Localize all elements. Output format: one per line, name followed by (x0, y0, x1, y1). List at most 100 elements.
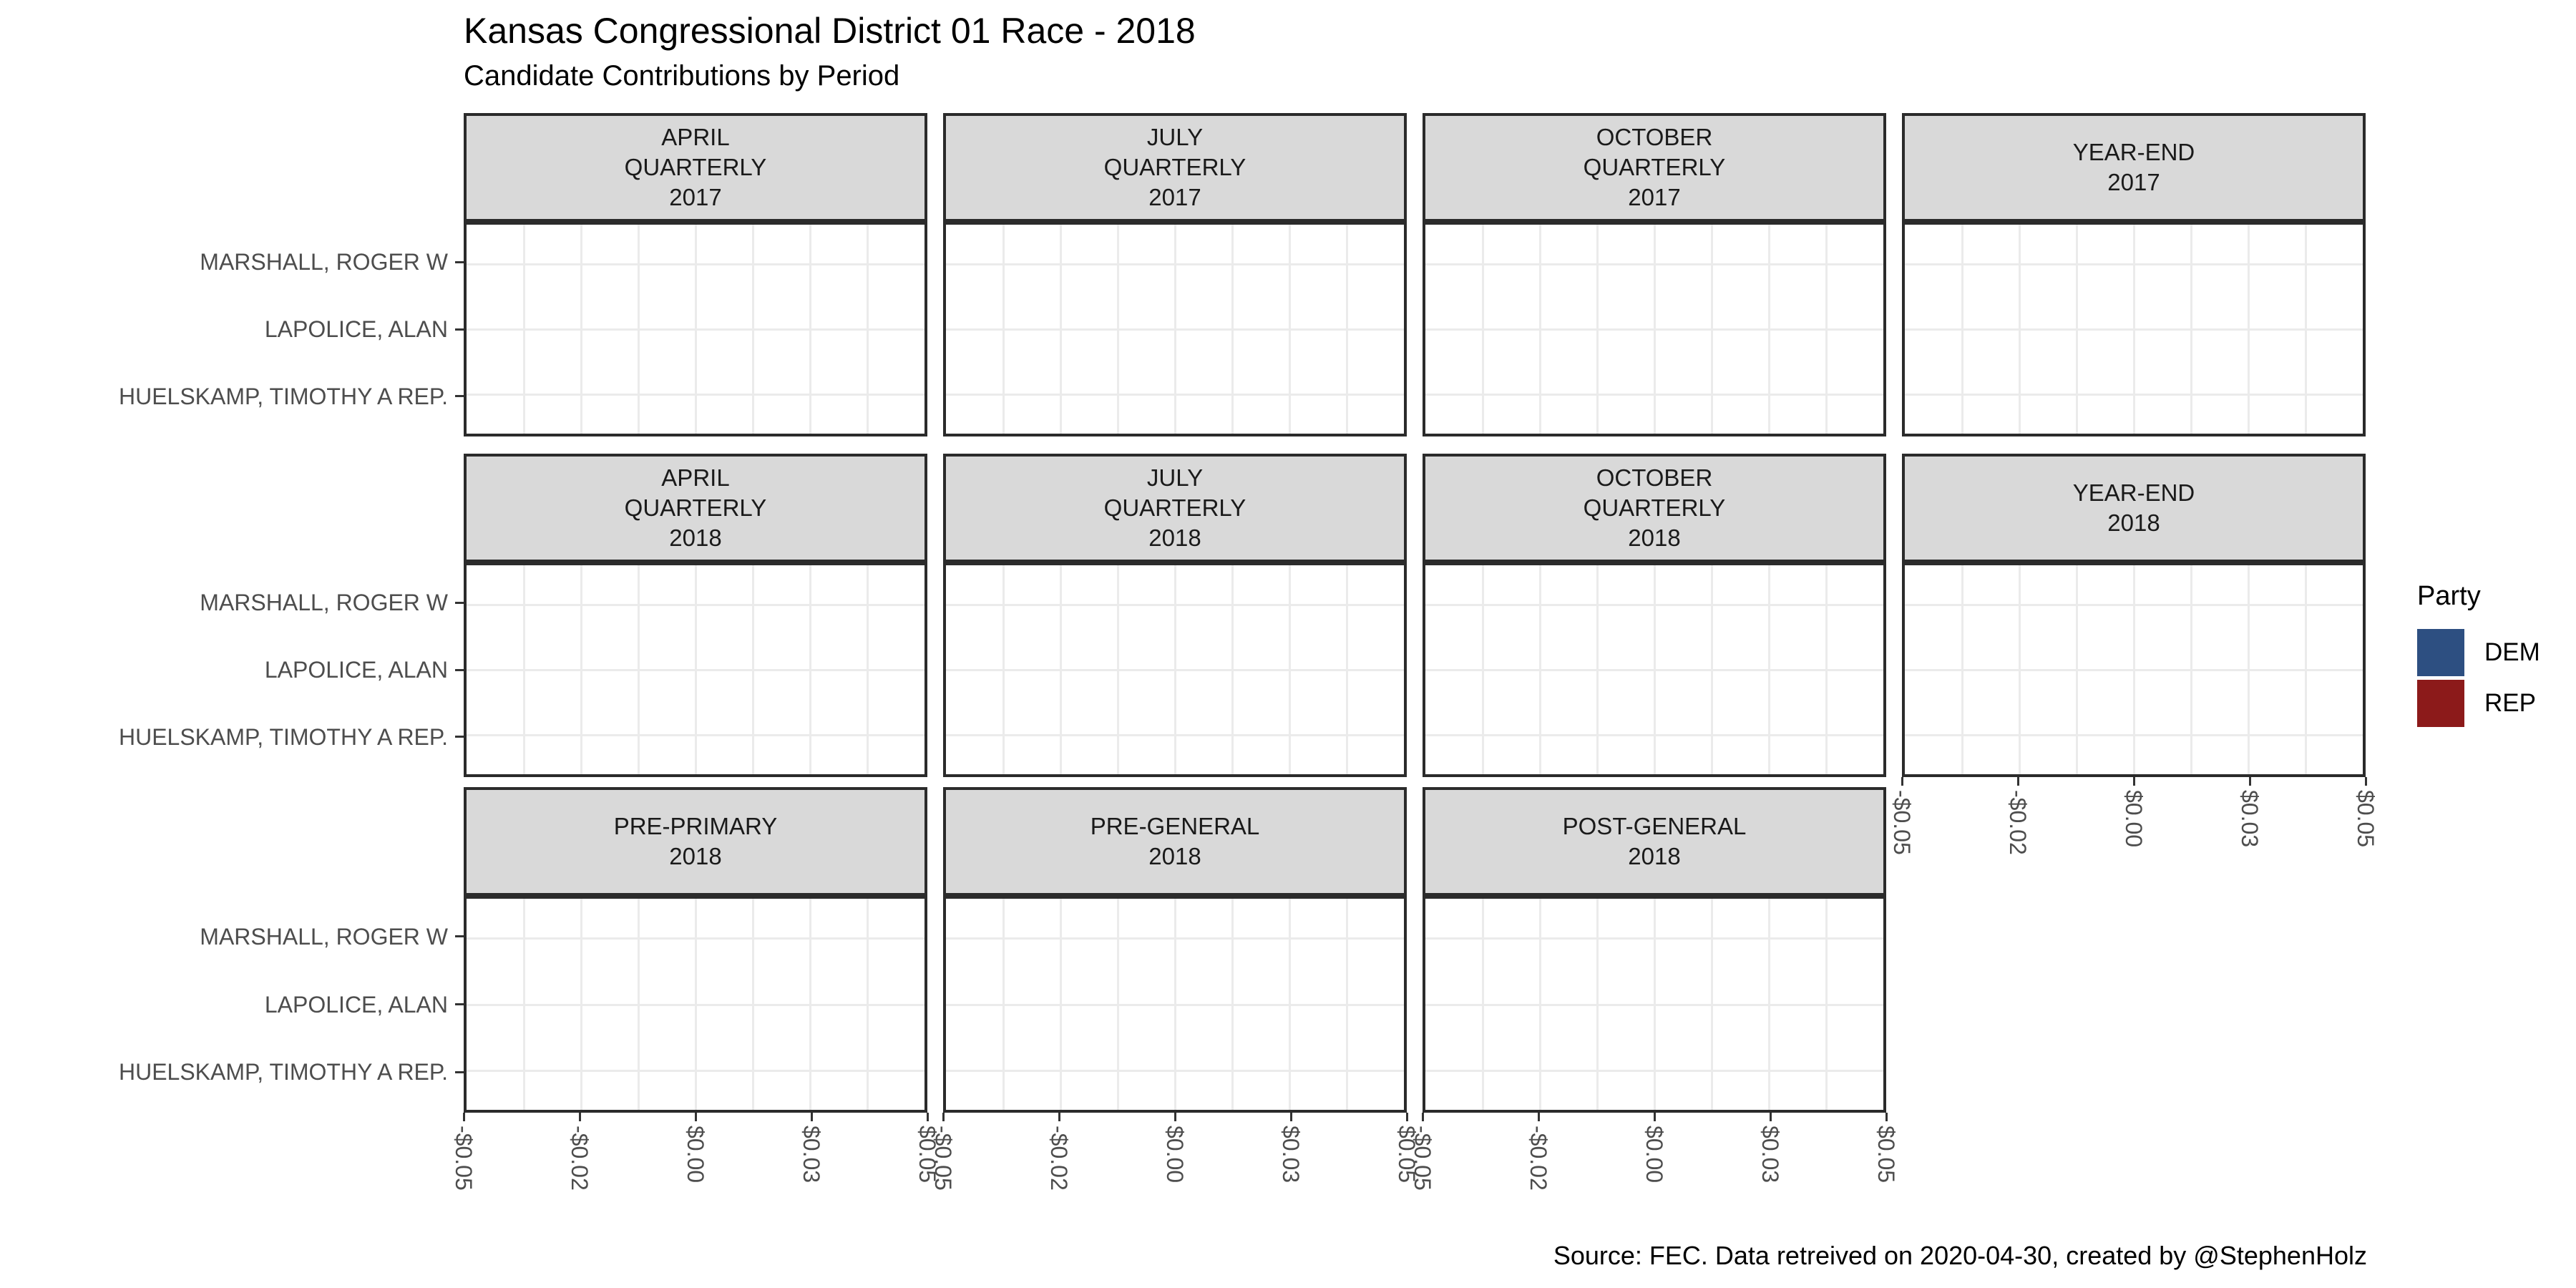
x-axis-tick (1885, 1113, 1888, 1121)
facet-strip: JULY QUARTERLY 2018 (943, 454, 1407, 562)
y-axis-tick (455, 260, 464, 263)
gridline-horizontal (946, 937, 1404, 940)
y-axis-tick (455, 1003, 464, 1005)
legend-entry-rep: REP (2417, 680, 2540, 727)
x-axis-tick-label: $0.05 (914, 1126, 940, 1184)
x-axis-tick (1537, 1113, 1540, 1121)
x-axis-tick-label: -$0.02 (1046, 1126, 1072, 1191)
gridline-horizontal (467, 328, 924, 331)
facet-strip-label: APRIL QUARTERLY 2017 (624, 124, 767, 210)
x-axis-tick-label: $0.03 (1757, 1126, 1783, 1184)
facet-panel (1902, 222, 2366, 436)
gridline-horizontal (467, 263, 924, 265)
x-axis-tick-label: -$0.05 (930, 1126, 956, 1191)
x-axis-tick (1421, 1113, 1424, 1121)
facet-strip-label: YEAR-END 2017 (2072, 139, 2195, 195)
y-axis-tick-label: HUELSKAMP, TIMOTHY A REP. (118, 1059, 448, 1085)
gridline-horizontal (467, 734, 924, 737)
facet-strip-label: APRIL QUARTERLY 2018 (624, 464, 767, 551)
facet-panel (943, 896, 1407, 1113)
gridline-horizontal (467, 669, 924, 671)
x-axis-tick-label: $0.05 (1873, 1126, 1899, 1184)
facet-panel (1423, 222, 1886, 436)
x-axis-tick (1289, 1113, 1292, 1121)
y-axis-tick-label: LAPOLICE, ALAN (264, 316, 448, 342)
gridline-horizontal (1425, 734, 1883, 737)
gridline-horizontal (1425, 1069, 1883, 1072)
facet-strip: POST-GENERAL 2018 (1423, 787, 1886, 896)
facet-strip: PRE-PRIMARY 2018 (464, 787, 927, 896)
facet-panel (943, 562, 1407, 777)
x-axis-tick-label: $0.03 (2237, 790, 2263, 848)
facet-strip-label: POST-GENERAL 2018 (1562, 813, 1747, 869)
x-axis-tick (942, 1113, 945, 1121)
gridline-horizontal (946, 734, 1404, 737)
y-axis-tick-label: HUELSKAMP, TIMOTHY A REP. (118, 383, 448, 409)
x-axis-tick-label: $0.00 (683, 1126, 708, 1184)
x-axis-tick (926, 1113, 929, 1121)
gridline-horizontal (467, 937, 924, 940)
x-axis-tick (694, 1113, 697, 1121)
x-axis-tick-label: $0.03 (799, 1126, 824, 1184)
facet-strip: APRIL QUARTERLY 2018 (464, 454, 927, 562)
legend-swatch-dem (2417, 629, 2464, 676)
y-axis-tick-label: LAPOLICE, ALAN (264, 991, 448, 1018)
facet-strip: JULY QUARTERLY 2017 (943, 113, 1407, 222)
x-axis-tick-label: -$0.02 (567, 1126, 592, 1191)
gridline-horizontal (1425, 328, 1883, 331)
facet-strip: OCTOBER QUARTERLY 2017 (1423, 113, 1886, 222)
x-axis-tick (2132, 777, 2135, 786)
x-axis-tick (462, 1113, 465, 1121)
facet-strip-label: OCTOBER QUARTERLY 2017 (1583, 124, 1726, 210)
gridline-horizontal (946, 1069, 1404, 1072)
gridline-horizontal (946, 603, 1404, 606)
y-axis-tick-label: MARSHALL, ROGER W (200, 249, 448, 275)
x-axis-tick (1058, 1113, 1060, 1121)
facet-strip: YEAR-END 2018 (1902, 454, 2366, 562)
gridline-horizontal (1425, 394, 1883, 396)
facet-panel (943, 222, 1407, 436)
chart-title: Kansas Congressional District 01 Race - … (464, 11, 1196, 51)
chart-subtitle: Candidate Contributions by Period (464, 60, 900, 92)
x-axis-tick-label: -$0.05 (451, 1126, 477, 1191)
y-axis-tick-label: MARSHALL, ROGER W (200, 590, 448, 616)
facet-strip: PRE-GENERAL 2018 (943, 787, 1407, 896)
facet-strip-label: YEAR-END 2018 (2072, 479, 2195, 536)
x-axis-tick-label: -$0.02 (1526, 1126, 1551, 1191)
y-axis-tick (455, 328, 464, 331)
facet-panel (1423, 562, 1886, 777)
gridline-horizontal (1425, 1003, 1883, 1006)
gridline-horizontal (946, 669, 1404, 671)
y-axis-tick (455, 736, 464, 738)
y-axis-tick (455, 935, 464, 938)
y-axis-tick (455, 601, 464, 604)
chart-caption: Source: FEC. Data retreived on 2020-04-3… (1553, 1241, 2367, 1270)
y-axis-tick-label: HUELSKAMP, TIMOTHY A REP. (118, 723, 448, 750)
facet-panel (1423, 896, 1886, 1113)
gridline-horizontal (946, 394, 1404, 396)
gridline-horizontal (1905, 603, 2363, 606)
x-axis-tick-label: $0.00 (1162, 1126, 1188, 1184)
gridline-horizontal (1425, 603, 1883, 606)
gridline-horizontal (467, 394, 924, 396)
y-axis-tick-label: LAPOLICE, ALAN (264, 657, 448, 683)
gridline-horizontal (1905, 263, 2363, 265)
legend-swatch-rep (2417, 680, 2464, 727)
x-axis-tick-label: -$0.05 (1889, 790, 1915, 855)
x-axis-tick (2364, 777, 2367, 786)
gridline-horizontal (467, 603, 924, 606)
legend-label: REP (2484, 689, 2536, 717)
facet-panel (464, 562, 927, 777)
x-axis-tick-label: -$0.05 (1410, 1126, 1435, 1191)
gridline-horizontal (1425, 937, 1883, 940)
x-axis-tick (1901, 777, 1903, 786)
facet-strip-label: JULY QUARTERLY 2017 (1103, 124, 1246, 210)
y-axis-tick (455, 668, 464, 671)
gridline-horizontal (946, 328, 1404, 331)
gridline-horizontal (467, 1003, 924, 1006)
facet-panel (464, 222, 927, 436)
y-axis-tick-label: MARSHALL, ROGER W (200, 923, 448, 950)
x-axis-tick (2016, 777, 2019, 786)
legend-entries: DEM REP (2417, 629, 2540, 727)
